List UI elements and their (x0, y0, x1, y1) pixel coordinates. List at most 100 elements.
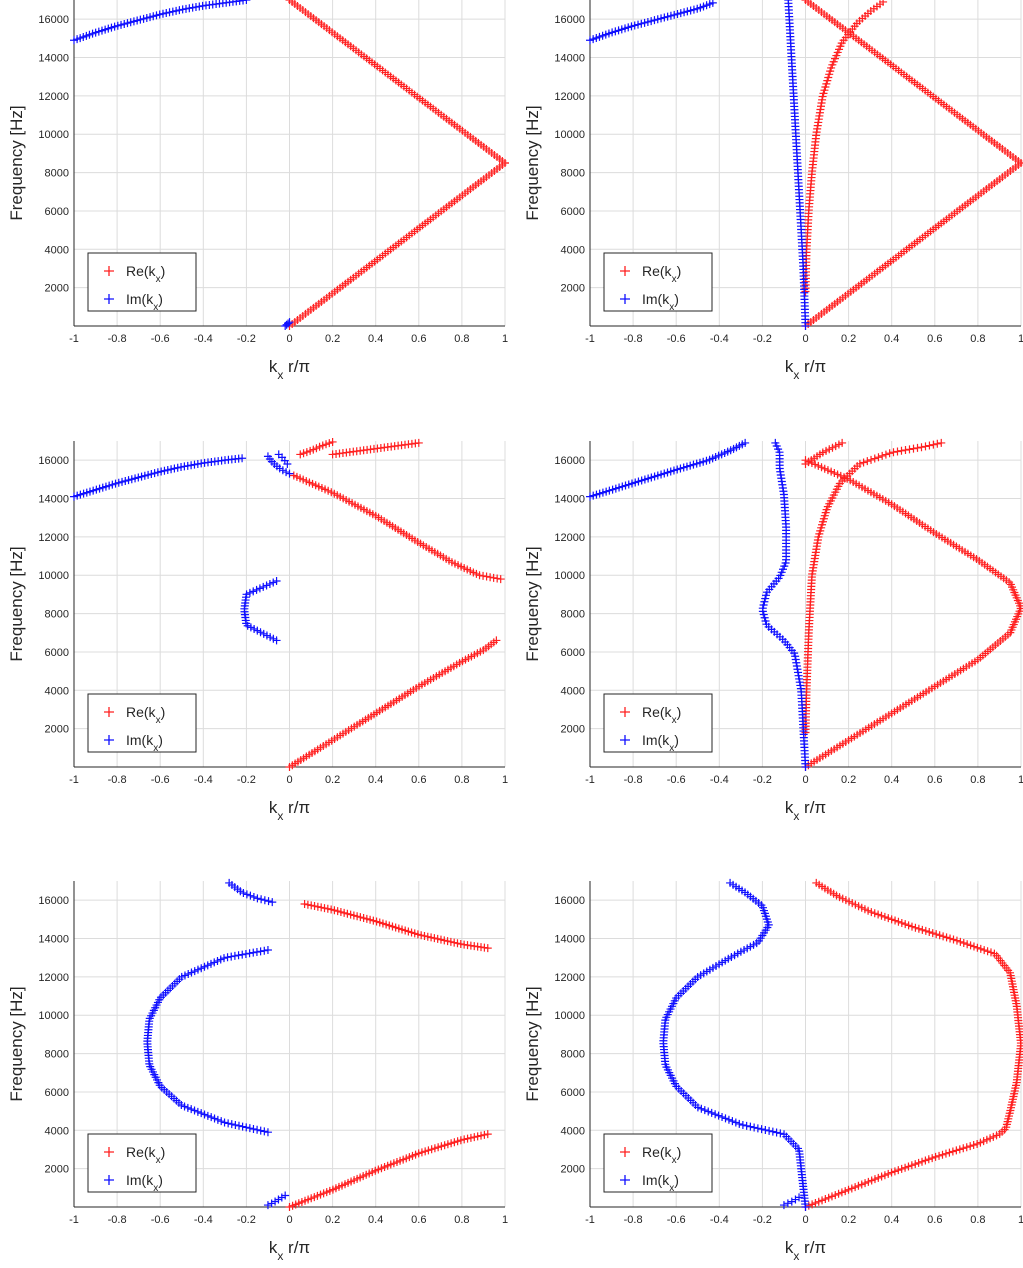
y-tick-label: 6000 (45, 1087, 69, 1099)
legend-box (87, 1133, 197, 1193)
data-point-series-0 (939, 932, 948, 941)
data-point-series-1 (697, 1104, 706, 1113)
x-tick-label: -0.2 (753, 774, 772, 786)
data-point-series-1 (768, 1127, 777, 1136)
legend-marker (104, 1175, 114, 1185)
data-point-series-0 (440, 936, 449, 945)
data-point-series-0 (486, 573, 495, 582)
data-point-series-0 (302, 448, 311, 457)
data-point-series-0 (952, 936, 961, 945)
data-point-series-0 (299, 449, 308, 458)
x-tick-label: -1 (585, 774, 595, 786)
x-tick-label: 0.6 (927, 333, 942, 345)
x-tick-label: 0 (802, 1214, 808, 1226)
data-point-series-0 (327, 905, 336, 914)
data-point-series-1 (714, 1111, 723, 1120)
data-point-series-1 (657, 14, 666, 23)
x-tick-label: 1 (502, 333, 508, 345)
x-tick-label: 1 (1018, 774, 1023, 786)
x-tick-label: 0.2 (325, 333, 340, 345)
data-point-series-1 (163, 465, 172, 474)
legend-label: Im(kx) (642, 732, 679, 754)
data-point-series-1 (255, 584, 264, 593)
y-tick-label: 14000 (554, 494, 585, 506)
x-tick-label: -0.2 (237, 774, 256, 786)
data-point-series-1 (242, 890, 251, 899)
data-point-series-0 (945, 1148, 954, 1157)
data-point-series-1 (223, 953, 232, 962)
data-point-series-1 (271, 1197, 280, 1206)
data-point-series-1 (683, 7, 692, 16)
x-tick-label: 0.8 (454, 774, 469, 786)
data-point-series-0 (948, 1147, 957, 1156)
data-point-series-1 (711, 1110, 720, 1119)
y-tick-label: 10000 (554, 1010, 585, 1022)
legend-marker (104, 1147, 114, 1157)
legend-label: Re(kx) (642, 1144, 681, 1166)
data-point-series-0 (914, 1158, 923, 1167)
data-point-series-0 (443, 937, 452, 946)
data-point-series-1 (653, 15, 662, 24)
data-point-series-0 (470, 1133, 479, 1142)
legend-label: Im(kx) (642, 1172, 679, 1194)
data-point-series-1 (249, 948, 258, 957)
legend-marker (620, 1147, 630, 1157)
data-point-series-0 (450, 938, 459, 947)
y-tick-label: 8000 (561, 168, 585, 180)
chart-panel-middle-right: -1 -0.8 -0.6 -0.4 -0.2 0 0.2 0.4 0.6 0.8 120004000… (523, 438, 1023, 823)
data-point-series-0 (884, 1169, 893, 1178)
data-point-series-0 (317, 903, 326, 912)
data-point-series-0 (887, 1168, 896, 1177)
data-point-series-0 (493, 574, 502, 583)
data-point-series-0 (475, 571, 484, 580)
data-point-series-0 (818, 1196, 827, 1205)
data-point-series-0 (959, 939, 968, 948)
legend-box (603, 693, 713, 753)
data-point-series-1 (746, 1122, 755, 1131)
data-point-series-0 (496, 575, 505, 584)
data-point-series-0 (870, 454, 879, 463)
data-point-series-0 (859, 458, 868, 467)
data-point-series-0 (328, 437, 337, 446)
data-point-series-1 (735, 1119, 744, 1128)
y-tick-label: 14000 (38, 934, 69, 946)
data-point-series-1 (210, 1114, 219, 1123)
x-tick-label: -0.4 (710, 774, 729, 786)
data-point-series-0 (946, 934, 955, 943)
data-point-series-1 (676, 9, 685, 18)
data-point-series-0 (929, 440, 938, 449)
y-tick-label: 6000 (561, 206, 585, 218)
data-point-series-0 (928, 1154, 937, 1163)
data-point-series-0 (879, 0, 888, 6)
data-point-series-1 (262, 581, 271, 590)
data-point-series-1 (670, 10, 679, 19)
x-tick-label: 0.8 (454, 333, 469, 345)
y-tick-label: 4000 (45, 685, 69, 697)
data-point-series-1 (260, 1127, 269, 1136)
y-tick-label: 6000 (45, 647, 69, 659)
data-point-series-1 (680, 8, 689, 17)
data-point-series-0 (891, 916, 900, 925)
data-point-series-0 (870, 1175, 879, 1184)
y-axis-label: Frequency [Hz] (7, 986, 26, 1101)
data-point-series-1 (160, 466, 169, 475)
y-tick-label: 14000 (554, 53, 585, 65)
x-tick-label: 0.8 (970, 1214, 985, 1226)
data-point-series-0 (918, 1157, 927, 1166)
data-point-series-1 (197, 1109, 206, 1118)
legend-label: Re(kx) (642, 704, 681, 726)
y-tick-label: 6000 (45, 206, 69, 218)
y-axis-label: Frequency [Hz] (523, 986, 542, 1101)
data-point-series-0 (889, 448, 898, 457)
data-point-series-0 (427, 933, 436, 942)
data-point-series-1 (246, 891, 255, 900)
data-point-series-0 (863, 457, 872, 466)
data-point-series-0 (821, 1195, 830, 1204)
data-point-series-1 (227, 952, 236, 961)
data-point-series-0 (935, 931, 944, 940)
data-point-series-0 (855, 459, 864, 468)
data-point-series-0 (949, 935, 958, 944)
x-tick-label: 0.6 (411, 1214, 426, 1226)
data-point-series-1 (753, 1124, 762, 1133)
x-tick-label: 0 (802, 774, 808, 786)
